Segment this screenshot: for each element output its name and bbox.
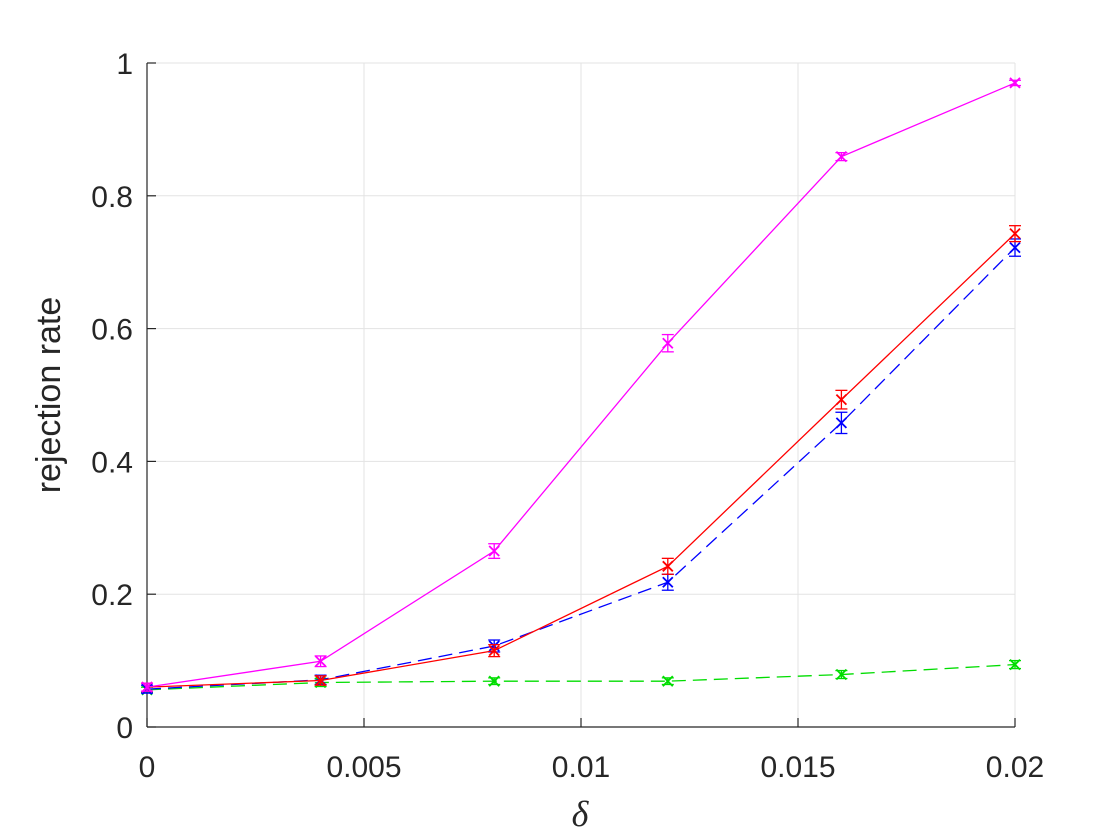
tick-labels: 0 0.005 0.01 0.015 0.02 0 0.2 0.4 0.6 0.8 1 [91, 48, 1044, 784]
marker-stroke [835, 417, 848, 429]
data-point [662, 560, 674, 572]
data-point [835, 150, 848, 163]
series-group [141, 77, 1021, 696]
marker-stroke [1009, 77, 1021, 89]
data-point [141, 681, 153, 693]
x-tick-label: 0 [139, 751, 156, 784]
marker-stroke [488, 645, 500, 657]
marker-stroke [662, 576, 674, 588]
data-point [835, 394, 848, 406]
data-point [1009, 241, 1021, 254]
series-line [146, 663, 1016, 691]
series-line [146, 247, 1016, 690]
data-point [835, 668, 848, 681]
marker-stroke [141, 681, 153, 693]
data-point [662, 576, 674, 588]
marker-stroke [835, 394, 848, 406]
x-tick-label: 0.015 [760, 751, 835, 784]
data-point [662, 337, 674, 349]
marker-stroke [1009, 658, 1021, 671]
data-point [488, 545, 500, 557]
y-tick-label: 0.4 [91, 446, 133, 479]
data-point [488, 675, 500, 687]
x-tick-label: 0.005 [326, 751, 401, 784]
marker-stroke [488, 675, 500, 687]
data-point [662, 675, 674, 687]
marker-stroke [835, 668, 848, 681]
data-point [488, 645, 500, 657]
data-point [314, 674, 327, 687]
marker-stroke [662, 675, 674, 687]
marker-stroke [662, 337, 674, 349]
x-axis-label: δ [572, 794, 590, 834]
y-axis-label: rejection rate [30, 297, 68, 494]
data-point [314, 655, 327, 667]
marker-stroke [662, 560, 674, 572]
series-line [146, 82, 1016, 688]
y-tick-label: 0.8 [91, 181, 133, 214]
marker-stroke [835, 150, 848, 163]
y-tick-label: 0.2 [91, 579, 133, 612]
marker-stroke [488, 545, 500, 557]
y-tick-label: 0.6 [91, 314, 133, 347]
marker-stroke [1009, 241, 1021, 254]
axes [146, 62, 1016, 728]
data-point [1009, 658, 1021, 671]
x-tick-label: 0.02 [986, 751, 1044, 784]
data-point [1009, 228, 1021, 240]
y-tick-label: 0 [116, 712, 133, 745]
data-point [1009, 77, 1021, 89]
series-1 [141, 77, 1021, 693]
series-line [146, 233, 1016, 688]
marker-stroke [314, 655, 327, 667]
data-point [835, 417, 848, 429]
x-tick-label: 0.01 [552, 751, 610, 784]
y-tick-label: 1 [116, 48, 133, 81]
marker-stroke [314, 674, 327, 687]
marker-stroke [1009, 228, 1021, 240]
